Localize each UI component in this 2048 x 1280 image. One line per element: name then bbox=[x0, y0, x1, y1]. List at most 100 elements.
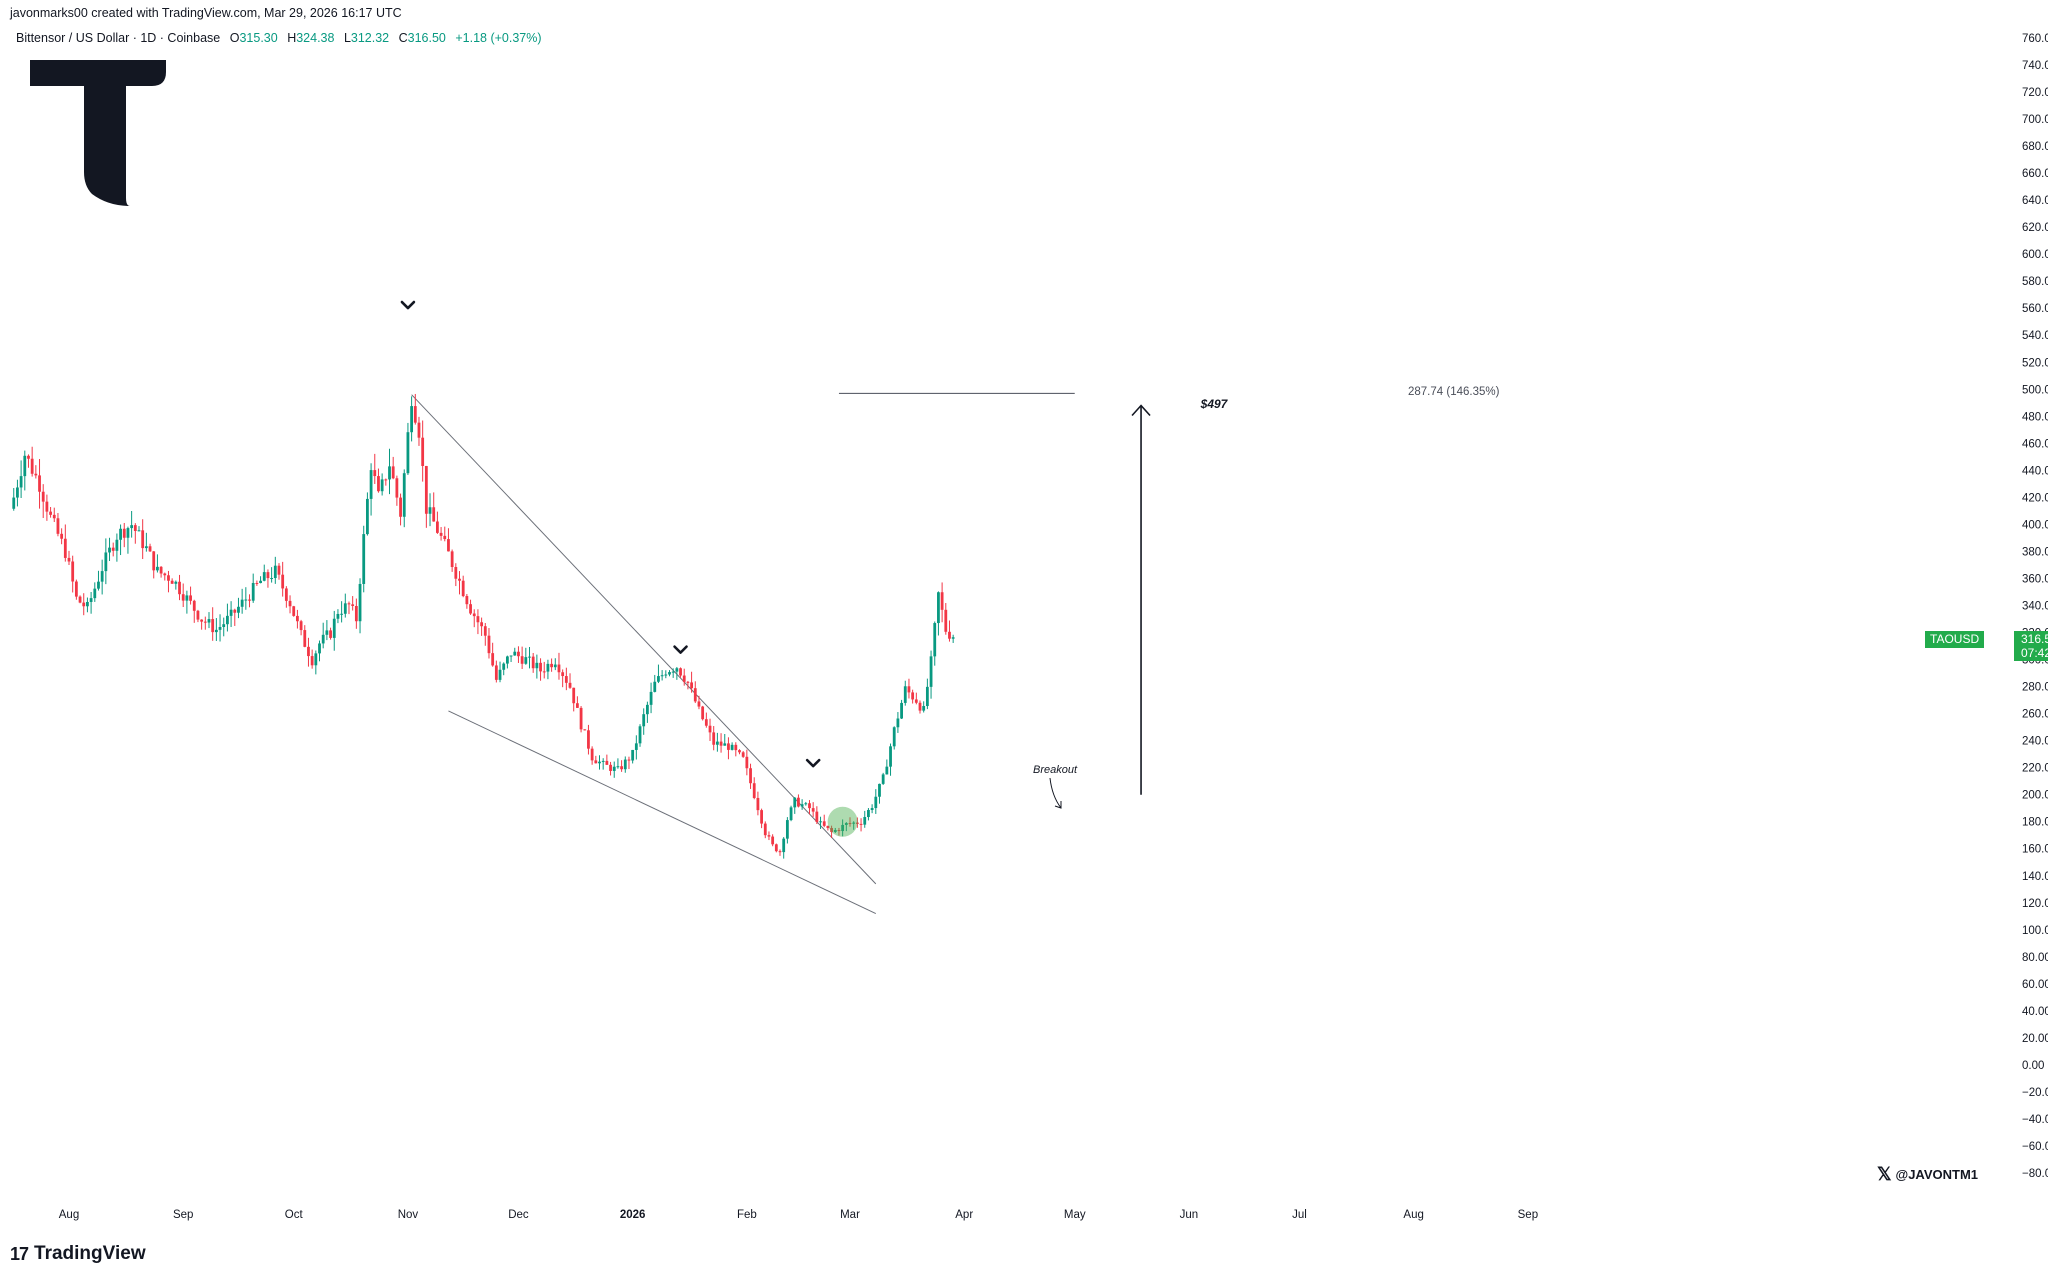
high-label: H bbox=[287, 31, 297, 45]
y-tick-label: 720.00 bbox=[2022, 87, 2048, 99]
candle-body bbox=[553, 664, 557, 668]
candle-body bbox=[594, 760, 598, 764]
candle-body bbox=[41, 491, 45, 502]
measure-arrow-head bbox=[1131, 404, 1151, 417]
candle-body bbox=[148, 546, 152, 552]
candle-body bbox=[310, 656, 314, 666]
candle-body bbox=[738, 750, 741, 753]
y-tick-label: 280.00 bbox=[2022, 682, 2048, 694]
y-tick-label: 340.00 bbox=[2022, 601, 2048, 613]
candle-body bbox=[332, 618, 336, 638]
y-tick-label: 740.00 bbox=[2022, 60, 2048, 72]
candlestick-series bbox=[12, 393, 955, 859]
candle-body bbox=[366, 498, 369, 535]
x-tick-label: Oct bbox=[285, 1209, 304, 1221]
candle-body bbox=[277, 565, 281, 575]
target-label: $497 bbox=[1200, 397, 1229, 411]
candle-body bbox=[690, 682, 693, 689]
candle-body bbox=[472, 613, 476, 617]
y-tick-label: 620.00 bbox=[2022, 222, 2048, 234]
candle-body bbox=[528, 656, 531, 658]
price-axis[interactable]: 760.00 740.00 720.00 700.00 680.00 660.00 640.… bbox=[2022, 33, 2048, 1180]
candle-body bbox=[465, 596, 469, 605]
change-value: +1.18 (+0.37%) bbox=[455, 31, 542, 45]
candle-body bbox=[627, 759, 631, 761]
candle-body bbox=[461, 580, 465, 597]
candle-body bbox=[491, 653, 495, 666]
candle-body bbox=[542, 671, 546, 673]
candle-body bbox=[292, 606, 296, 616]
last-price-box: 316.50 07:42:39 bbox=[2014, 631, 2048, 661]
candle-body bbox=[789, 807, 793, 821]
candle-body bbox=[811, 808, 815, 812]
candle-body bbox=[859, 823, 863, 825]
symbol-title: Bittensor / US Dollar · 1D · Coinbase bbox=[16, 31, 221, 45]
candle-body bbox=[546, 663, 550, 672]
candle-body bbox=[568, 682, 572, 688]
chevron-down-icon bbox=[673, 645, 688, 654]
candle-body bbox=[248, 599, 251, 601]
y-tick-label: 560.00 bbox=[2022, 303, 2048, 315]
x-tick-label: Aug bbox=[1403, 1209, 1423, 1221]
candle-body bbox=[82, 602, 86, 607]
candle-body bbox=[78, 596, 82, 603]
candle-body bbox=[12, 497, 16, 509]
candle-body bbox=[852, 822, 856, 824]
candle-body bbox=[524, 657, 528, 664]
candle-body bbox=[914, 699, 918, 703]
x-tick-label: Jul bbox=[1292, 1209, 1307, 1221]
y-tick-label: 260.00 bbox=[2022, 709, 2048, 721]
candle-body bbox=[752, 783, 756, 798]
y-tick-label: 60.00 bbox=[2022, 979, 2048, 991]
candle-body bbox=[704, 719, 708, 726]
candle-body bbox=[388, 466, 391, 480]
time-axis[interactable]: Aug Sep Oct Nov Dec 2026 Feb Mar Apr May Jun Jul Aug… bbox=[59, 1209, 1538, 1221]
candle-body bbox=[505, 656, 509, 664]
candle-body bbox=[480, 622, 484, 627]
candle-body bbox=[660, 675, 664, 677]
candle-body bbox=[141, 530, 145, 549]
candle-body bbox=[638, 726, 642, 744]
candle-body bbox=[715, 741, 719, 745]
candle-body bbox=[152, 551, 156, 571]
candle-body bbox=[321, 634, 325, 644]
candle-body bbox=[49, 511, 52, 515]
candle-body bbox=[513, 651, 517, 656]
breakout-label: Breakout bbox=[1033, 764, 1078, 776]
candle-body bbox=[454, 567, 458, 579]
candle-body bbox=[203, 621, 207, 623]
y-tick-label: −60.00 bbox=[2022, 1141, 2048, 1153]
candle-body bbox=[207, 619, 211, 623]
y-tick-label: 520.00 bbox=[2022, 357, 2048, 369]
wedge-upper-line bbox=[411, 394, 877, 885]
candle-body bbox=[447, 539, 450, 552]
candle-body bbox=[347, 603, 351, 605]
candle-body bbox=[270, 578, 274, 580]
candle-body bbox=[288, 600, 292, 607]
tradingview-logo[interactable]: 17 TradingView bbox=[10, 1243, 146, 1265]
candle-body bbox=[855, 822, 859, 824]
candle-body bbox=[402, 473, 406, 517]
candle-body bbox=[623, 759, 627, 770]
candle-body bbox=[233, 609, 237, 613]
symbol-legend[interactable]: Bittensor / US Dollar · 1D · Coinbase O3… bbox=[16, 31, 542, 45]
y-tick-label: 140.00 bbox=[2022, 871, 2048, 883]
candle-body bbox=[167, 575, 170, 581]
candle-body bbox=[498, 669, 502, 680]
candle-body bbox=[822, 821, 826, 826]
x-tick-label: Feb bbox=[737, 1209, 757, 1221]
y-tick-label: 480.00 bbox=[2022, 411, 2048, 423]
candle-body bbox=[30, 458, 34, 474]
y-tick-label: 440.00 bbox=[2022, 465, 2048, 477]
candle-body bbox=[329, 630, 332, 638]
candle-body bbox=[509, 655, 513, 657]
candle-body bbox=[892, 727, 896, 747]
candle-body bbox=[240, 599, 244, 607]
y-tick-label: 180.00 bbox=[2022, 817, 2048, 829]
candle-body bbox=[535, 662, 539, 669]
candle-body bbox=[583, 729, 587, 731]
candle-body bbox=[911, 692, 915, 700]
y-tick-label: −40.00 bbox=[2022, 1114, 2048, 1126]
candle-body bbox=[343, 603, 347, 614]
